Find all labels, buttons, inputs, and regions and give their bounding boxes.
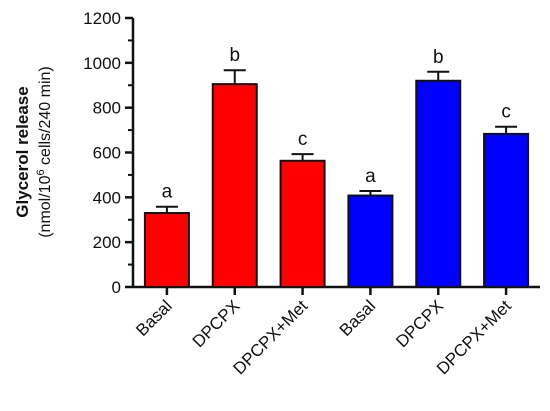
bar [143,212,190,288]
y-axis-unit: (nmol/106 cells/240 min) [35,66,54,238]
bar [347,194,394,288]
y-tick-label: 200 [93,233,121,252]
significance-letters: a b c a b c [162,45,511,203]
category-label: DPCPX [189,296,244,351]
y-tick-label: 1000 [83,54,121,73]
error-bars [155,69,518,214]
significance-letter: a [162,182,173,203]
y-axis-unit-suffix: cells/240 min) [37,66,54,169]
category-label: DPCPX [392,296,447,351]
y-tick-label: 0 [112,278,121,297]
y-tick-label: 800 [93,99,121,118]
y-axis-title: Glycerol release [13,86,32,217]
y-tick-label: 600 [93,144,121,163]
significance-letter: c [298,129,308,150]
significance-letter: a [365,166,376,187]
y-tick-label: 400 [93,188,121,207]
y-axis-unit-prefix: (nmol/10 [37,175,54,237]
y-axis-unit-superscript: 6 [35,169,47,175]
bar [483,132,530,288]
y-axis-ticks: 0 200 400 600 800 1000 1200 [83,9,133,297]
bars [143,79,530,289]
category-label: Basal [336,296,380,340]
bar [211,83,258,288]
significance-letter: b [229,45,240,66]
bar [415,79,462,289]
significance-letter: c [501,102,511,123]
y-axis-label-group: Glycerol release (nmol/106 cells/240 min… [13,66,54,238]
significance-letter: b [433,47,444,68]
bar [279,159,326,289]
y-tick-label: 1200 [83,9,121,28]
category-label: Basal [132,296,176,340]
axes [131,18,540,289]
